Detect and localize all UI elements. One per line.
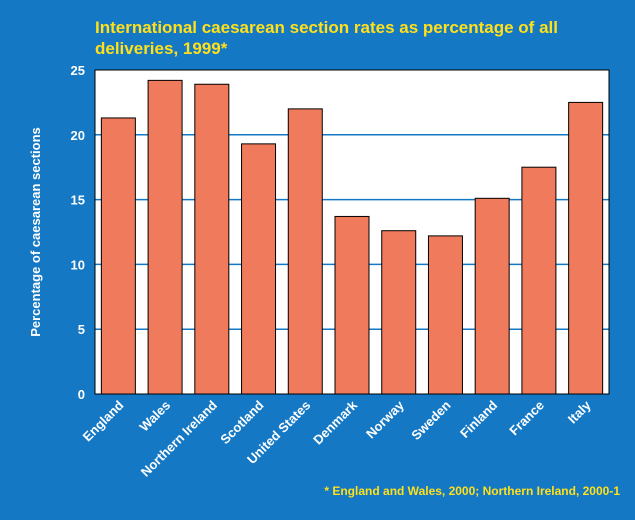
y-tick-labels: 0 5 10 15 20 25: [71, 63, 85, 402]
y-tick-label: 5: [78, 322, 85, 337]
bar-wales: [147, 79, 183, 395]
x-tick-label: Sweden: [408, 397, 453, 442]
chart-title: International caesarean section rates as…: [95, 18, 558, 58]
bar-northern-ireland: [194, 83, 230, 395]
x-tick-label: Wales: [136, 398, 173, 435]
x-tick-label: Norway: [363, 397, 407, 441]
y-tick-label: 10: [71, 257, 85, 272]
x-tick-label: England: [80, 397, 127, 444]
x-tick-label: Denmark: [310, 397, 360, 447]
y-axis-label: Percentage of caesarean sections: [28, 127, 43, 337]
bar-denmark: [334, 215, 370, 395]
bar-england: [100, 117, 136, 395]
x-tick-label: Finland: [457, 397, 500, 440]
x-tick-label: France: [506, 398, 547, 439]
y-tick-label: 0: [78, 387, 85, 402]
plot-frame: [94, 69, 610, 395]
bar-italy: [568, 101, 604, 395]
bars: [100, 79, 604, 395]
bar-sweden: [427, 235, 463, 395]
bar-france: [521, 166, 557, 395]
x-tick-label: Italy: [565, 397, 595, 427]
bar-scotland: [241, 143, 277, 395]
y-tick-label: 20: [71, 128, 85, 143]
y-tick-label: 15: [71, 193, 85, 208]
bar-finland: [474, 197, 510, 395]
x-tick-label: Scotland: [217, 397, 266, 446]
bar-norway: [381, 230, 417, 395]
y-tick-label: 25: [71, 63, 85, 78]
bar-united-states: [287, 108, 323, 395]
footnote: * England and Wales, 2000; Northern Irel…: [324, 484, 620, 498]
